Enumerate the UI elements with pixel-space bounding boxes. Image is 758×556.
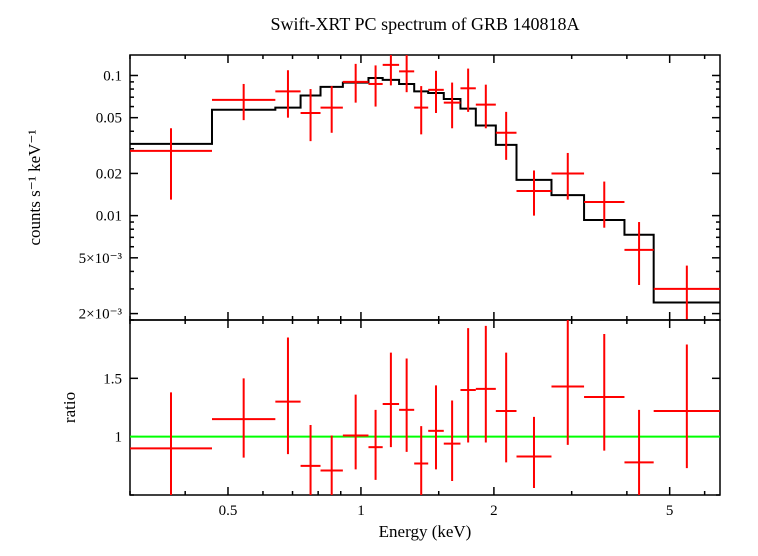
top-ytick-label: 0.01	[96, 209, 122, 225]
model-stepline	[130, 78, 720, 303]
top-ytick-label: 0.1	[103, 68, 122, 84]
top-panel-frame	[130, 55, 720, 320]
chart-title: Swift-XRT PC spectrum of GRB 140818A	[270, 14, 579, 34]
spectrum-chart: Swift-XRT PC spectrum of GRB 140818A 2×10…	[0, 0, 758, 556]
bottom-xtick-label: 0.5	[219, 503, 238, 519]
top-ytick-label: 2×10⁻³	[79, 307, 123, 323]
bottom-xtick-label: 1	[357, 503, 365, 519]
bottom-xtick-label: 2	[490, 503, 498, 519]
top-ytick-label: 0.05	[96, 111, 122, 127]
top-data-group	[130, 47, 720, 320]
bottom-xlabel: Energy (keV)	[379, 522, 472, 541]
bottom-ylabel: ratio	[60, 392, 79, 423]
bottom-ytick-label: 1	[115, 430, 123, 446]
top-ytick-label: 5×10⁻³	[79, 251, 123, 267]
bottom-panel-frame	[130, 320, 720, 495]
bottom-xtick-label: 5	[666, 503, 674, 519]
top-ylabel: counts s⁻¹ keV⁻¹	[25, 130, 44, 246]
chart-svg: Swift-XRT PC spectrum of GRB 140818A 2×10…	[0, 0, 758, 556]
bottom-data-group	[130, 320, 720, 507]
top-ytick-label: 0.02	[96, 166, 122, 182]
bottom-ytick-label: 1.5	[103, 371, 122, 387]
